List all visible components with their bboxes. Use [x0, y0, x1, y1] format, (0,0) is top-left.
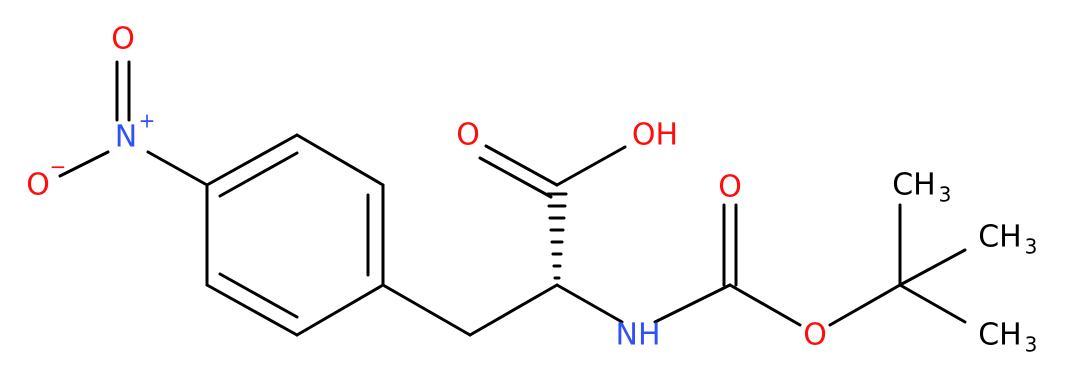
bond: [653, 283, 732, 324]
atom-label: O: [803, 318, 827, 353]
bond: [381, 283, 472, 337]
atom-label: CH: [978, 220, 1022, 255]
bond: [295, 133, 385, 187]
atom-label: O: [26, 168, 50, 203]
atom-label: CH: [978, 318, 1022, 353]
bond: [898, 283, 967, 324]
atom-label: O: [111, 22, 135, 57]
bond: [218, 151, 299, 198]
bond: [58, 150, 110, 178]
bonds: [58, 60, 967, 337]
bond: [218, 272, 299, 319]
bond: [146, 150, 209, 187]
atom-subscript: 3: [1025, 235, 1038, 259]
bond: [205, 283, 299, 337]
hashed-wedge: [546, 192, 568, 280]
bond: [484, 144, 559, 187]
atom-label: O: [718, 170, 742, 205]
atom-label: N: [115, 120, 137, 155]
atom-label: NH: [616, 318, 661, 353]
atom-subscript: 3: [939, 183, 952, 207]
atom-charge: +: [139, 109, 156, 133]
atom-label: OH: [632, 118, 678, 153]
bond: [898, 248, 967, 287]
bond: [555, 283, 624, 324]
atom-label: CH: [892, 168, 936, 203]
bond: [478, 156, 553, 199]
bond: [468, 283, 559, 337]
bond: [828, 283, 902, 327]
bond: [295, 283, 385, 337]
atom-charge: −: [50, 155, 67, 179]
atom-subscript: 3: [1025, 333, 1038, 357]
bond: [555, 145, 627, 187]
atom-label: O: [456, 118, 480, 153]
bond: [728, 283, 802, 327]
bond: [205, 133, 299, 187]
